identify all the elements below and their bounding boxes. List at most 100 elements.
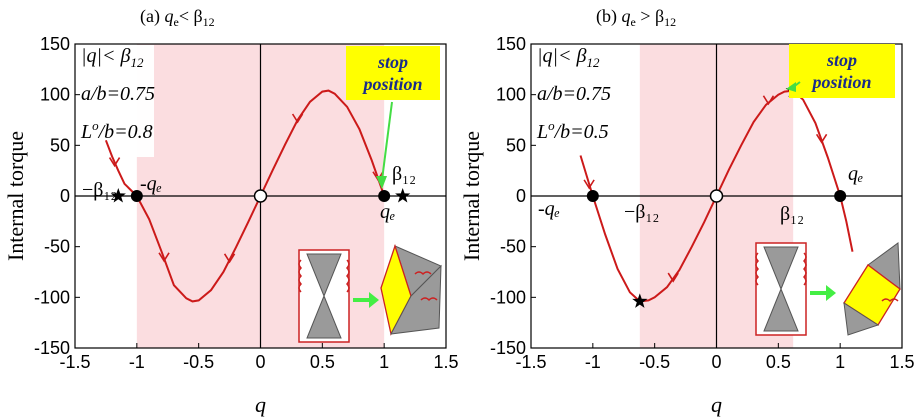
stop-label: stop (826, 50, 857, 70)
neg-qe-label: -qₑ (140, 173, 162, 195)
unstable-point (709, 189, 724, 203)
x-tick-label: -1.5 (515, 352, 546, 372)
condition-label: |q|< β12 (81, 45, 144, 70)
x-tick-label: 0 (255, 352, 265, 372)
stop-position-box (789, 44, 895, 98)
x-axis-label: q (255, 392, 266, 417)
y-tick-label: 50 (50, 135, 70, 155)
beta-label: β₁₂ (780, 203, 804, 225)
panel-title: (a) qe< β12 (140, 6, 215, 29)
x-tick-label: 1.5 (433, 352, 458, 372)
deformed-mechanism (843, 242, 901, 336)
x-tick-label: 1 (835, 352, 845, 372)
x-tick-label: 1 (379, 352, 389, 372)
direction-arrow (815, 133, 828, 144)
spring-left (298, 259, 303, 293)
y-tick-label: 150 (496, 34, 526, 54)
equilibrium-point (834, 190, 847, 202)
y-tick-label: -100 (490, 287, 526, 307)
panel-title: (b) qe > β12 (596, 6, 676, 29)
x-tick-label: 0.5 (310, 352, 335, 372)
x-tick-label: -1.5 (59, 352, 90, 372)
annotation-box (76, 45, 154, 157)
stop-position-box (346, 46, 440, 100)
unstable-point (253, 189, 268, 203)
y-tick-label: 0 (516, 186, 526, 206)
qe-label: qₑ (380, 201, 395, 223)
position-label: position (361, 74, 422, 94)
stop-label: stop (377, 52, 408, 72)
spring-right (802, 252, 807, 286)
x-tick-label: -1 (129, 352, 145, 372)
y-tick-label: 50 (506, 135, 526, 155)
length-label: Lo/b=0.5 (536, 118, 609, 143)
upper-triangle (763, 246, 799, 291)
upper-triangle (306, 253, 342, 298)
direction-arrow (667, 272, 679, 283)
direction-arrow (158, 252, 170, 263)
direction-arrow (291, 113, 304, 124)
x-axis-label: q (711, 392, 722, 417)
spring-right (345, 259, 350, 293)
lower-triangle (306, 294, 342, 339)
ratio-label: a/b=0.75 (81, 83, 155, 105)
transition-arrow (810, 285, 836, 301)
torque-curve (104, 89, 386, 303)
y-tick-label: 0 (60, 186, 70, 206)
position-label: position (810, 72, 871, 92)
star-marker (395, 188, 411, 203)
neg-qe-label: -qₑ (538, 198, 560, 220)
x-tick-label: 0 (711, 352, 721, 372)
equilibrium-point (586, 190, 599, 202)
neg-beta-label: −β₁₂ (82, 179, 117, 201)
ratio-label: a/b=0.75 (537, 83, 611, 105)
spring (881, 298, 899, 303)
neg-beta-label: −β₁₂ (624, 201, 659, 223)
deformed-mechanism (380, 243, 442, 336)
direction-arrow (223, 253, 236, 264)
mechanism-inset (755, 242, 901, 336)
direction-arrow (583, 179, 595, 190)
spring-left (755, 252, 760, 286)
star-marker (632, 293, 648, 308)
qe-label: qₑ (848, 163, 863, 185)
direction-arrow (762, 95, 775, 106)
condition-label: |q|< β12 (537, 45, 600, 70)
y-axis-label: Internal torque (3, 131, 28, 261)
equilibrium-point (378, 190, 391, 202)
y-tick-label: -150 (490, 338, 526, 358)
length-label: Lo/b=0.8 (80, 118, 153, 143)
equilibrium-point (130, 190, 143, 202)
y-tick-label: -100 (34, 287, 70, 307)
star-marker (110, 188, 126, 203)
mechanism-inset (298, 243, 442, 343)
x-tick-label: 0.5 (766, 352, 791, 372)
lower-triangle (390, 264, 442, 335)
direction-arrow (108, 157, 121, 168)
transition-arrow (353, 292, 379, 308)
y-axis-label: Internal torque (459, 131, 484, 261)
panel-b: (b) qe > β12-1.5 -1 -0.5 0 0.5 1 1.5150100500-… (459, 6, 915, 417)
x-tick-label: -0.5 (183, 352, 214, 372)
torque-curve (579, 89, 854, 303)
spring (420, 297, 438, 302)
lower-triangle (843, 301, 880, 336)
y-tick-label: 100 (40, 85, 70, 105)
stop-arrow (381, 101, 393, 181)
y-tick-label: 100 (496, 85, 526, 105)
x-tick-label: -0.5 (639, 352, 670, 372)
stop-arrowhead (786, 82, 796, 92)
beta-label: β₁₂ (392, 163, 416, 185)
panel-a: (a) qe< β12 -1.5 -1 -0.5 0 0.5 1 1.5 150 100 50 0 -5… (3, 6, 459, 417)
lower-triangle (763, 287, 799, 332)
x-tick-label: 1.5 (889, 352, 914, 372)
y-tick-label: -50 (44, 237, 70, 257)
y-tick-label: -50 (500, 237, 526, 257)
stop-arrowhead (376, 176, 387, 189)
spring (414, 271, 432, 276)
y-tick-label: 150 (40, 34, 70, 54)
annotation-box (532, 45, 610, 157)
x-tick-label: -1 (585, 352, 601, 372)
y-tick-label: -150 (34, 338, 70, 358)
